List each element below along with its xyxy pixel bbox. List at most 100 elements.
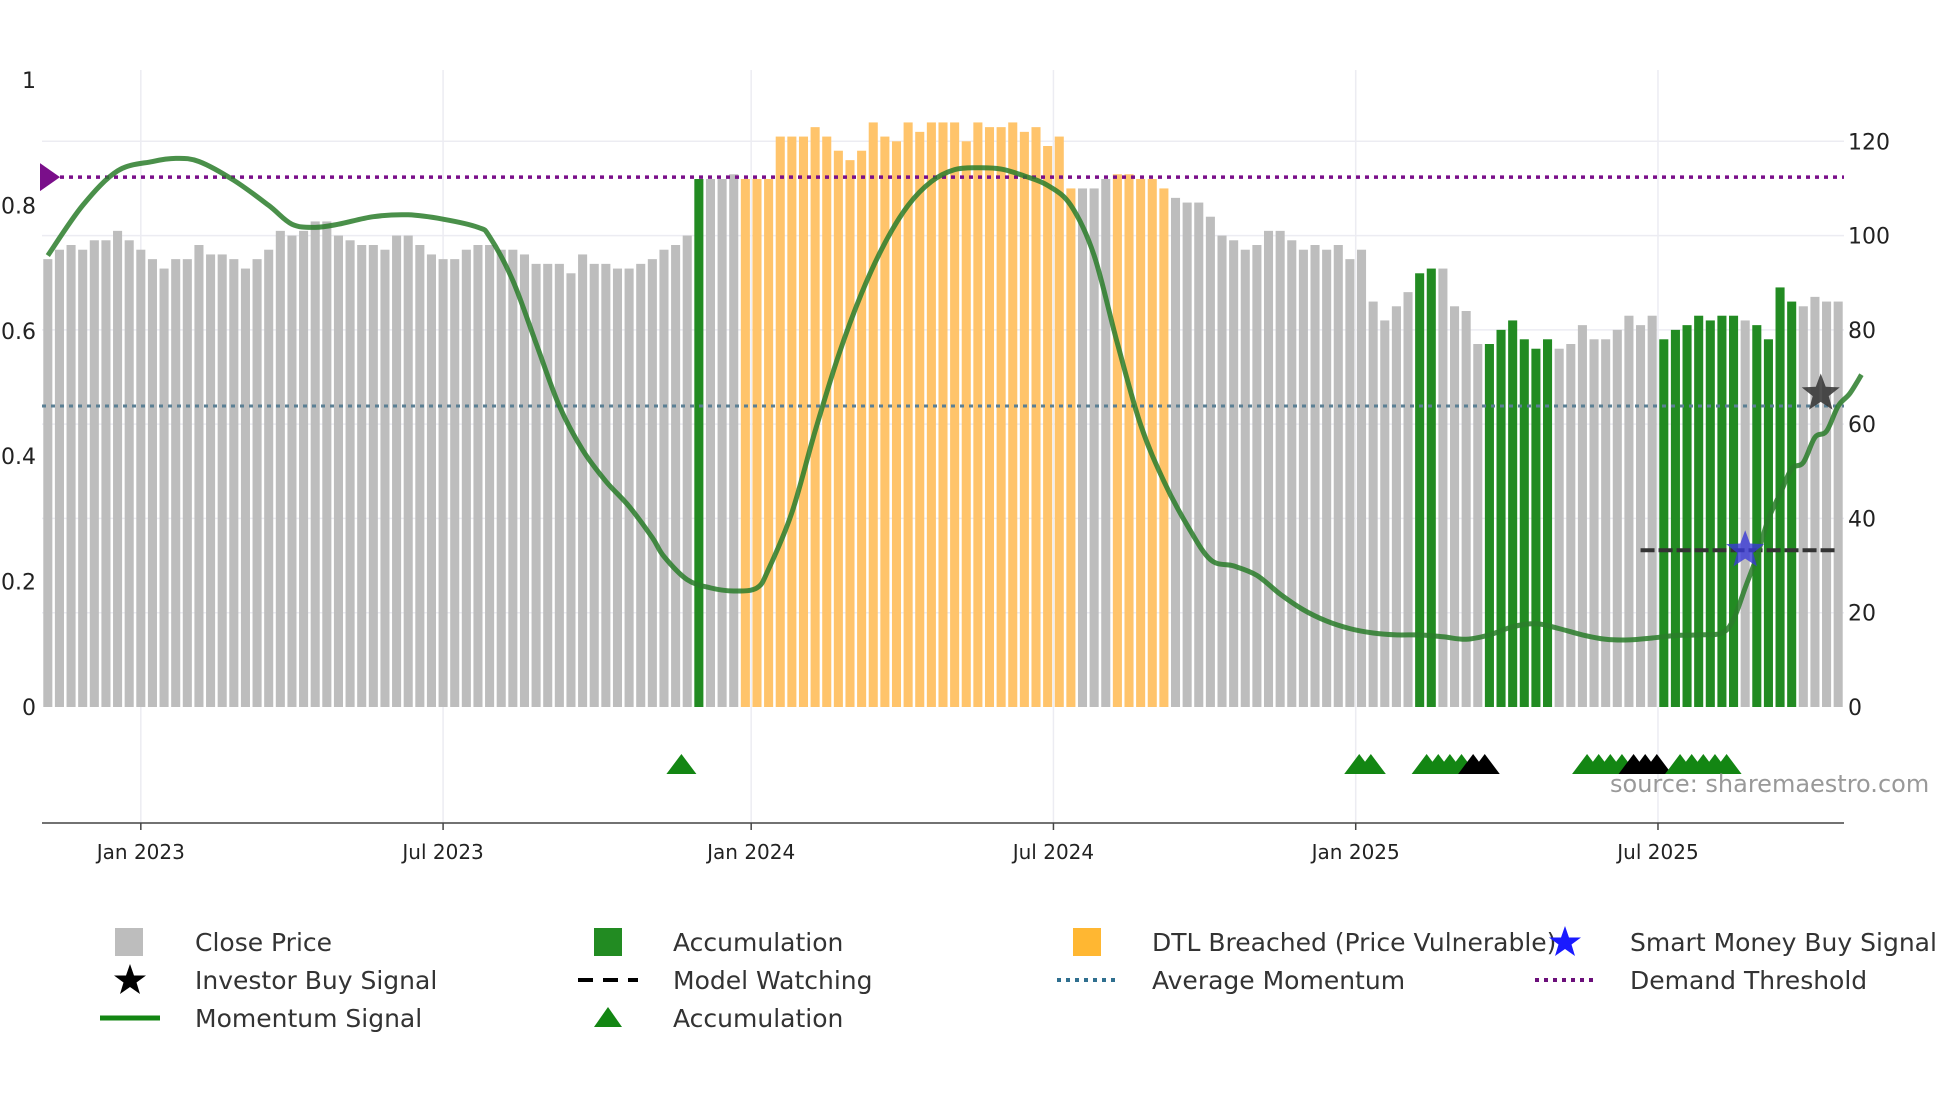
- smart-money-buy-signal-star: [1726, 530, 1765, 567]
- close-price-bar: [1287, 240, 1297, 708]
- close-price-bar: [1636, 325, 1646, 707]
- legend-label-smart-money: Smart Money Buy Signal: [1630, 927, 1937, 957]
- accumulation-bar: [1519, 339, 1529, 707]
- dtl-breached-bar: [950, 122, 960, 707]
- demand-threshold-marker: [40, 163, 60, 192]
- left-axis-tick-label: 0: [22, 696, 36, 721]
- legend-label-investor-buy: Investor Buy Signal: [195, 965, 438, 995]
- close-price-bar: [1612, 329, 1622, 707]
- accumulation-marker-triangle: [1711, 754, 1742, 774]
- dtl-breached-bar: [740, 179, 750, 707]
- left-axis-tick-label: 0.4: [1, 445, 36, 470]
- dtl-breached-bar: [1019, 131, 1029, 707]
- left-axis-tick-label: 0.8: [1, 194, 36, 219]
- close-price-bar: [1833, 301, 1843, 707]
- x-axis-ticks: Jan 2023 Jul 2023 Jan 2024 Jul 2024 Jan 2025…: [95, 823, 1699, 864]
- x-axis-tick-label: Jul 2024: [1011, 840, 1094, 864]
- close-price-bar: [1275, 230, 1285, 707]
- right-axis-ticks: 0 20 40 60 80 100 120: [1848, 130, 1890, 721]
- solid-line-green-icon: [100, 1015, 160, 1021]
- close-price-bar: [171, 259, 181, 707]
- close-price-bar: [1356, 249, 1367, 707]
- accumulation-bar: [1543, 339, 1553, 707]
- dtl-breached-bar: [961, 141, 971, 708]
- x-axis-tick-label: Jan 2025: [1310, 840, 1400, 864]
- x-axis-tick-label: Jul 2025: [1615, 840, 1698, 864]
- close-price-bar: [78, 249, 88, 707]
- close-price-bar: [310, 221, 320, 707]
- close-price-bar: [636, 263, 646, 707]
- right-axis-tick-label: 40: [1848, 507, 1876, 532]
- close-price-bar: [1089, 188, 1099, 707]
- close-price-bar: [705, 179, 716, 707]
- accumulation-marker-triangle: [666, 754, 697, 774]
- close-price-bar: [299, 230, 309, 707]
- momentum-signal-line: [45, 155, 1864, 643]
- dtl-breached-bar: [857, 150, 867, 707]
- close-price-bar: [1333, 245, 1343, 707]
- close-price-swatch-icon: [115, 928, 143, 956]
- close-price-bar: [1391, 306, 1401, 707]
- dtl-breached-bar: [752, 179, 762, 707]
- dtl-breached-bar: [938, 122, 948, 707]
- legend-label-accumulation-marker: Accumulation: [673, 1003, 844, 1033]
- close-price-bar: [229, 259, 239, 707]
- accumulation-bar: [1415, 273, 1425, 707]
- dashed-line-icon: [578, 978, 638, 982]
- close-price-bar: [392, 235, 402, 708]
- close-price-bar: [1450, 306, 1460, 707]
- dtl-breached-bar: [880, 136, 890, 708]
- close-price-bar: [1577, 325, 1587, 707]
- legend-label-model-watching: Model Watching: [673, 965, 873, 995]
- right-axis-tick-label: 60: [1848, 413, 1876, 438]
- close-price-bar: [589, 263, 599, 707]
- close-price-bar: [578, 254, 588, 707]
- close-price-bar: [601, 263, 611, 707]
- close-price-bar: [1217, 235, 1227, 708]
- close-price-bar: [531, 263, 541, 707]
- dtl-breached-bar: [810, 127, 820, 707]
- accumulation-bar: [1694, 315, 1704, 707]
- legend-item-close-price: Close Price: [95, 925, 332, 959]
- close-price-bar: [1461, 311, 1471, 707]
- dtl-breached-bar: [845, 160, 855, 708]
- legend-item-accumulation-marker: Accumulation: [573, 1001, 843, 1035]
- bars: [43, 122, 1843, 708]
- legend-item-model-watching: Model Watching: [573, 963, 873, 997]
- close-price-bar: [1322, 249, 1332, 707]
- accumulation-bar: [1670, 329, 1680, 707]
- right-axis-tick-label: 100: [1848, 225, 1890, 250]
- close-price-bar: [1101, 179, 1111, 707]
- legend-label-close-price: Close Price: [195, 927, 333, 957]
- dtl-breached-bar: [891, 141, 902, 708]
- close-price-bar: [403, 235, 413, 708]
- close-price-bar: [101, 240, 111, 708]
- legend-item-momentum-signal: Momentum Signal: [95, 1001, 422, 1035]
- accumulation-bar: [1659, 339, 1669, 707]
- dtl-breached-bar: [1136, 179, 1146, 707]
- right-axis-tick-label: 80: [1848, 319, 1876, 344]
- close-price-bar: [54, 249, 64, 707]
- accumulation-bar: [1717, 315, 1727, 707]
- close-price-bar: [1298, 249, 1308, 707]
- close-price-bar: [264, 249, 274, 707]
- close-price-bar: [1601, 339, 1611, 707]
- close-price-bar: [206, 254, 216, 707]
- close-price-bar: [450, 259, 460, 707]
- close-price-bar: [252, 259, 262, 707]
- close-price-bar: [485, 245, 495, 707]
- close-price-bar: [287, 235, 297, 708]
- close-price-bar: [729, 174, 739, 708]
- legend: Close Price Accumulation DTL Breached (P…: [0, 920, 1960, 1050]
- close-price-bar: [671, 245, 681, 707]
- close-price-bar: [473, 245, 483, 707]
- close-price-bar: [159, 268, 169, 707]
- dtl-breached-bar: [833, 150, 843, 707]
- close-price-bar: [647, 259, 657, 707]
- legend-label-accumulation-bar: Accumulation: [673, 927, 844, 957]
- close-price-bar: [275, 230, 285, 707]
- x-axis-tick-label: Jan 2024: [705, 840, 795, 864]
- blue-star-icon: [1549, 926, 1581, 956]
- dtl-breached-bar: [1124, 174, 1134, 708]
- close-price-bar: [322, 221, 332, 707]
